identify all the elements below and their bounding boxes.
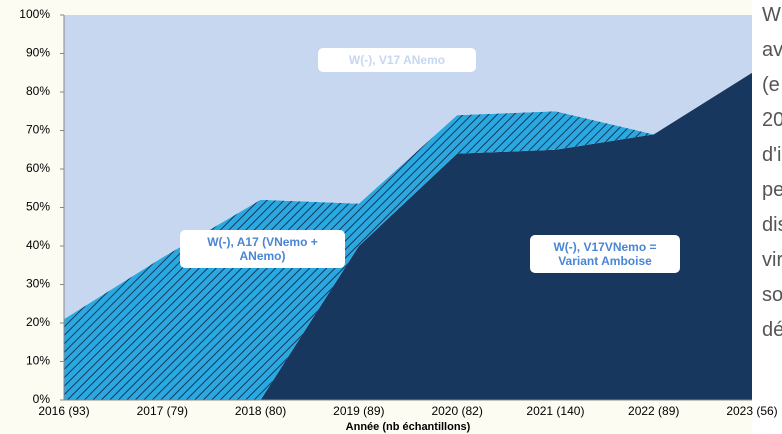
y-tick-label: 50% <box>26 200 50 214</box>
y-tick-label: 0% <box>33 392 51 406</box>
x-tick-label: 2020 (82) <box>431 404 482 418</box>
x-tick-label: 2023 (56) <box>726 404 777 418</box>
y-tick-label: 90% <box>26 46 50 60</box>
series-label: W(-), V17VNemo = Variant Amboise <box>530 235 680 273</box>
side-text: W <box>762 4 781 26</box>
y-tick-label: 80% <box>26 84 50 98</box>
series-label: W(-), A17 (VNemo + ANemo) <box>180 230 345 268</box>
x-axis-title: Année (nb échantillons) <box>346 421 471 433</box>
y-tick-label: 30% <box>26 277 50 291</box>
side-text: d'i <box>762 144 782 166</box>
y-tick-label: 70% <box>26 123 50 137</box>
y-tick-label: 20% <box>26 315 50 329</box>
side-text: dis <box>762 214 782 236</box>
side-text: pe <box>762 179 782 201</box>
side-text: (e <box>762 74 780 96</box>
side-text: so <box>762 284 782 306</box>
area <box>64 72 752 400</box>
side-text: av <box>762 39 782 61</box>
series-label: W(-), V17 ANemo <box>318 48 476 72</box>
y-tick-label: 40% <box>26 238 50 252</box>
y-tick-label: 10% <box>26 354 50 368</box>
x-tick-label: 2016 (93) <box>38 404 89 418</box>
y-tick-label: 100% <box>19 7 50 21</box>
x-tick-label: 2022 (89) <box>628 404 679 418</box>
side-text: 20 <box>762 109 782 131</box>
x-tick-label: 2021 (140) <box>526 404 584 418</box>
x-tick-label: 2019 (89) <box>333 404 384 418</box>
x-tick-label: 2018 (80) <box>235 404 286 418</box>
area <box>64 15 752 320</box>
y-tick-label: 60% <box>26 161 50 175</box>
side-text: dé <box>762 319 782 341</box>
x-tick-label: 2017 (79) <box>137 404 188 418</box>
area <box>64 72 752 400</box>
side-text: vir <box>762 249 782 271</box>
